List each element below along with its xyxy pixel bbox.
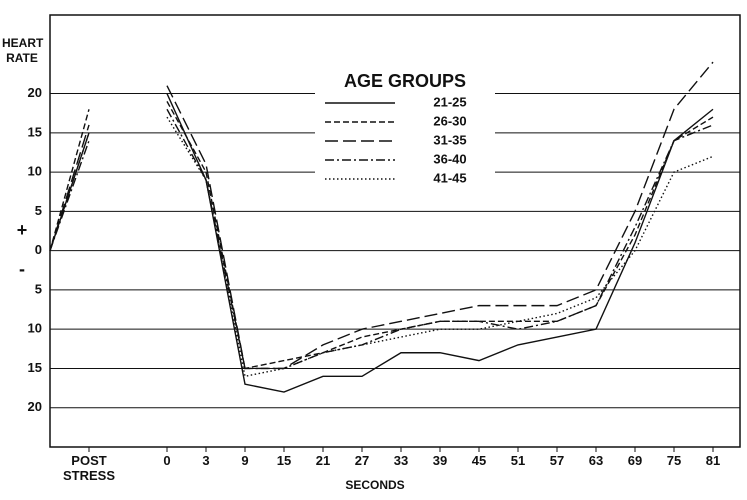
x-tick-label: 75 [666, 453, 682, 468]
x-tick-label: 33 [393, 453, 409, 468]
x-tick-label: 27 [354, 453, 370, 468]
annotation: - [19, 259, 25, 279]
x-tick-label: 3 [202, 453, 210, 468]
y-tick-label: 15 [28, 124, 42, 139]
legend-label: 31-35 [433, 132, 466, 147]
y-tick-label: 10 [28, 321, 42, 336]
y-tick-label: 5 [35, 203, 42, 218]
y-tick-label: 5 [35, 281, 42, 296]
x-tick-label: 57 [549, 453, 565, 468]
x-tick-label: 15 [276, 453, 292, 468]
legend-title: AGE GROUPS [344, 71, 466, 91]
y-tick-label: 15 [28, 360, 42, 375]
y-tick-label: 10 [28, 164, 42, 179]
y-tick-label: 20 [28, 399, 42, 414]
series-line [49, 101, 714, 370]
legend-label: 26-30 [433, 113, 466, 128]
x-tick-label: 51 [510, 453, 526, 468]
annotation: + [17, 220, 28, 240]
y-tick-label: 20 [28, 85, 42, 100]
x-tick-label: 39 [432, 453, 448, 468]
legend-label: 21-25 [433, 94, 466, 109]
x-tick-label: 81 [705, 453, 721, 468]
legend-label: 36-40 [433, 151, 466, 166]
x-tick-label: 0 [163, 453, 171, 468]
x-tick-label: 21 [315, 453, 331, 468]
series-line [49, 116, 714, 378]
x-tick-label: 69 [627, 453, 643, 468]
x-tick-label: 9 [241, 453, 249, 468]
x-tick-label: 63 [588, 453, 604, 468]
legend-label: 41-45 [433, 170, 466, 185]
legend-box [315, 68, 495, 193]
x-tick-label: POST STRESS [62, 453, 115, 483]
x-axis-label: SECONDS [345, 478, 405, 492]
series-line [49, 61, 714, 370]
x-tick-label: 45 [471, 453, 487, 468]
series-line [49, 108, 714, 370]
y-tick-label: 0 [35, 242, 42, 257]
y-axis-label: HEART RATE [2, 36, 44, 65]
plot-frame [49, 14, 741, 448]
